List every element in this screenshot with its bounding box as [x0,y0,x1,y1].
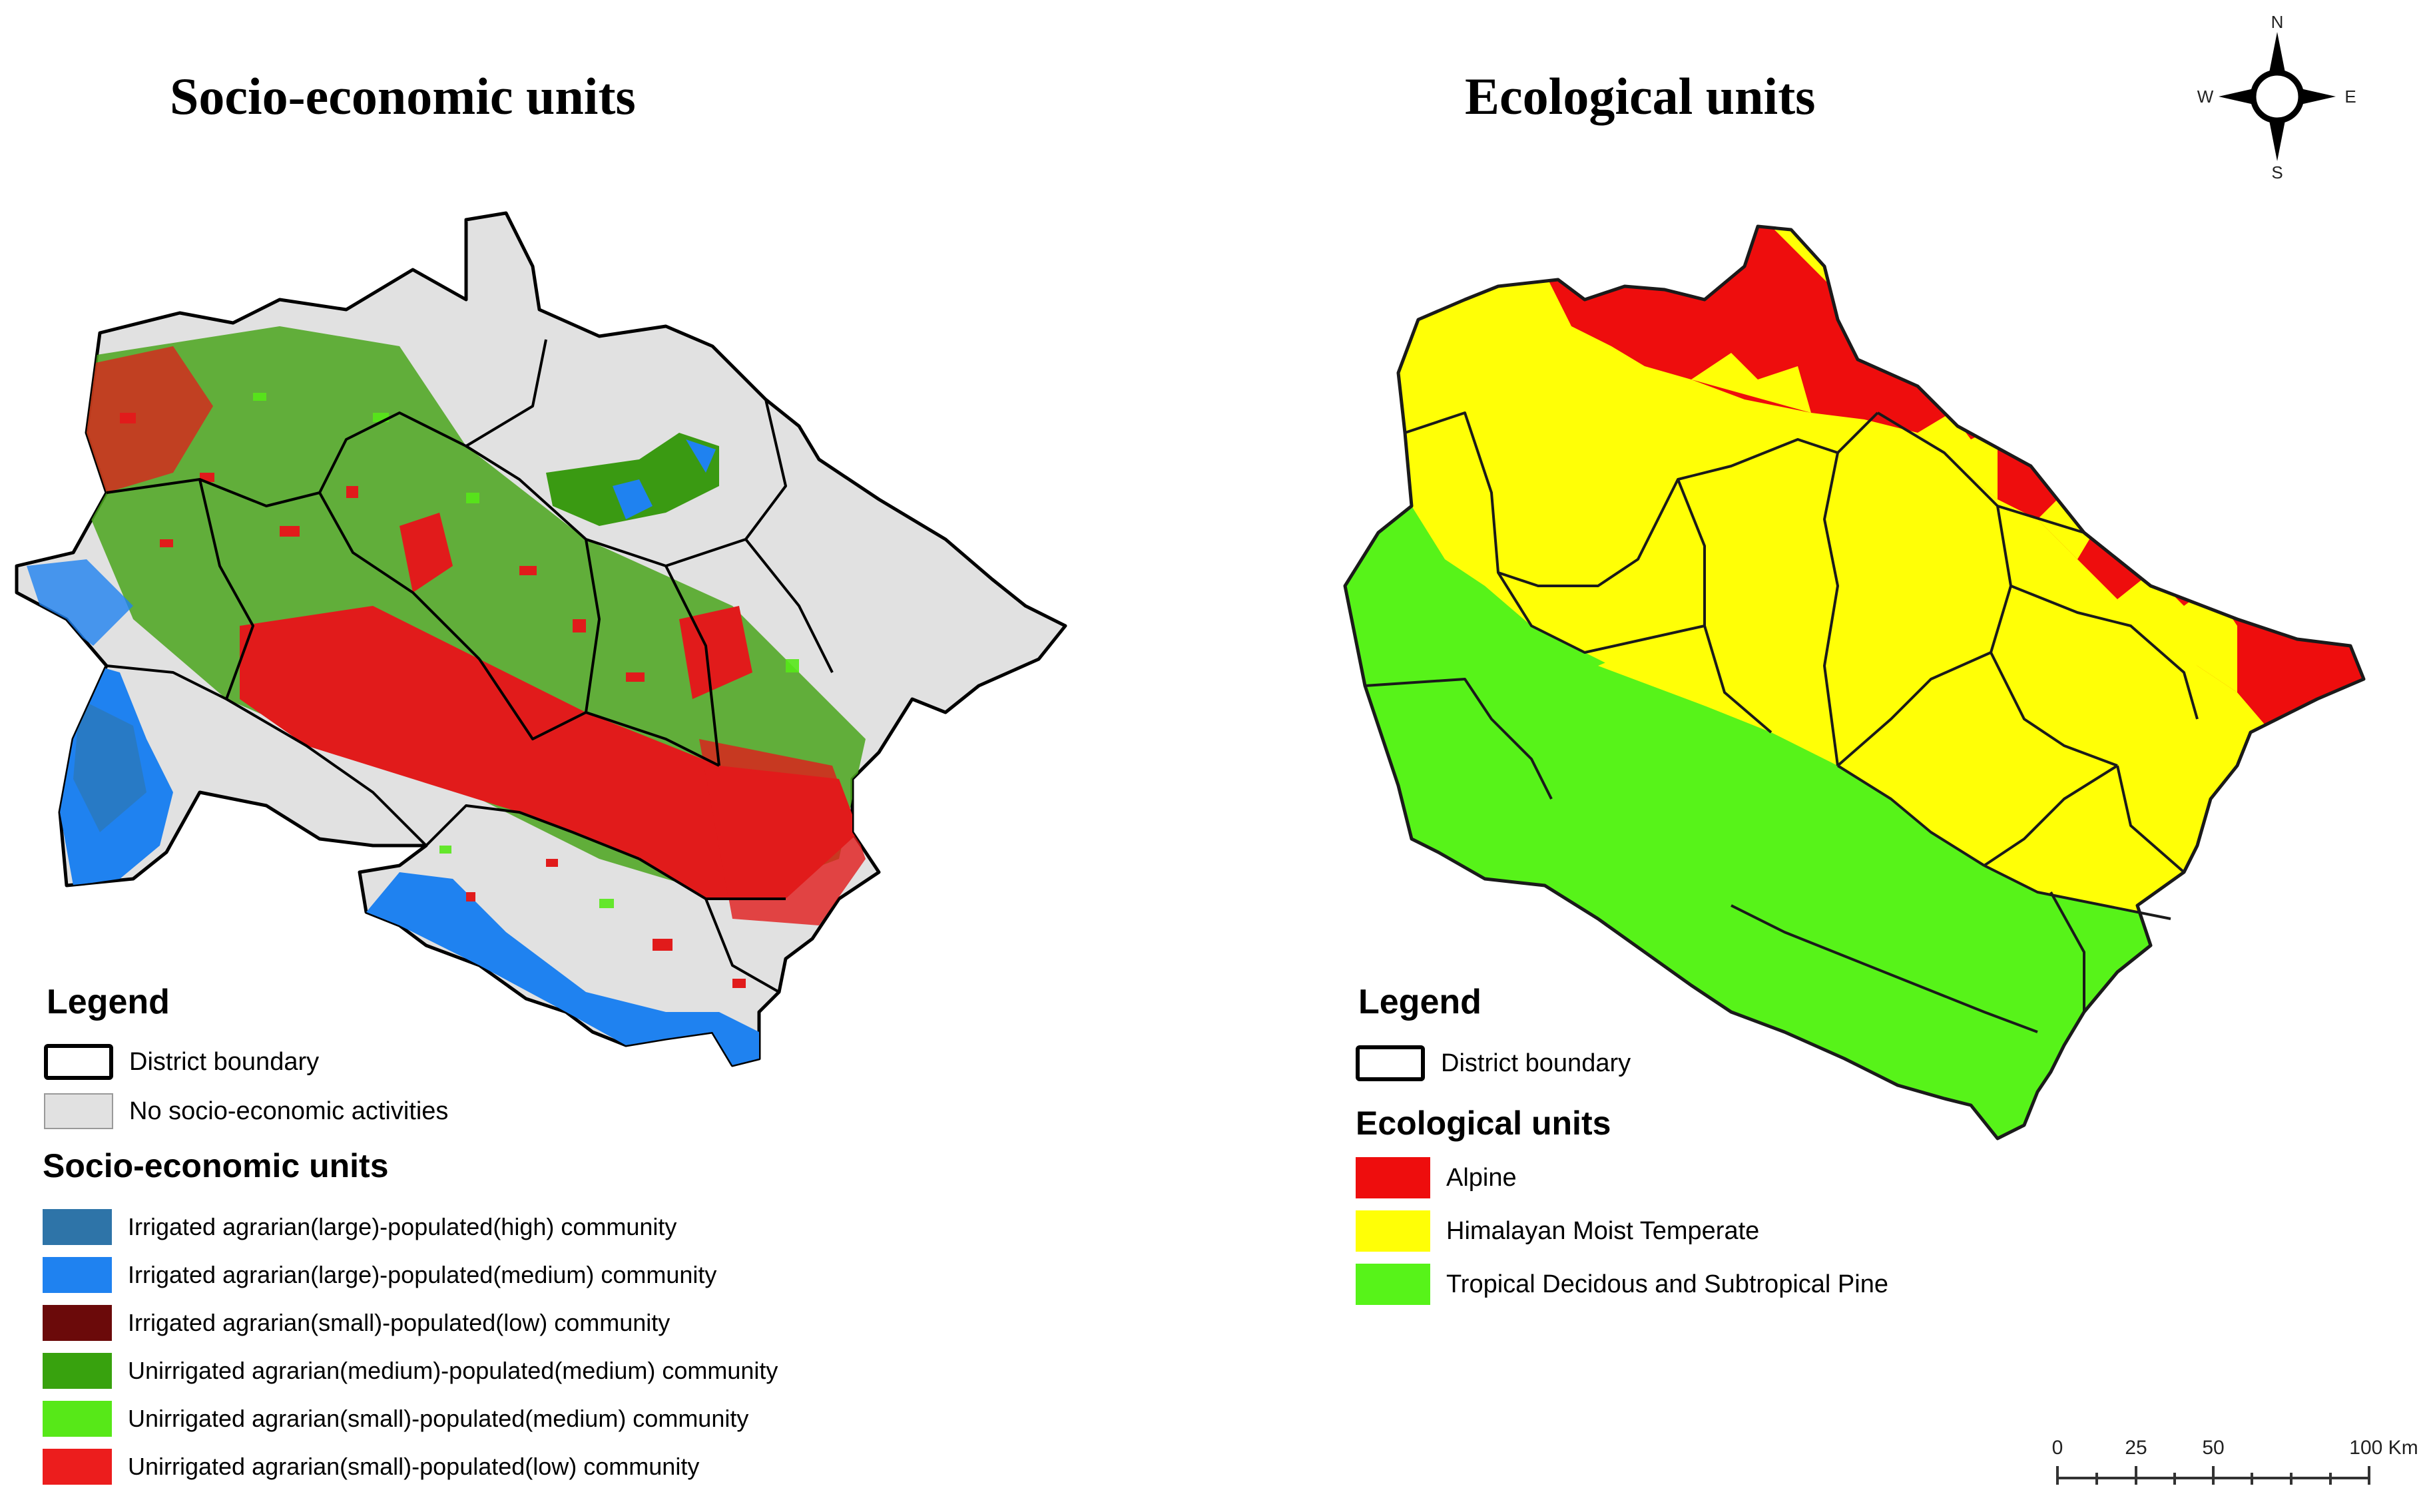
right-units-title: Ecological units [1356,1105,1611,1142]
left-legend-no-activities: No socio-economic activities [44,1093,448,1129]
scale-bar: 0 25 50 100 Km [2052,1437,2418,1485]
unit-swatch [43,1401,112,1437]
legend-label: Irrigated agrarian(small)-populated(low)… [128,1309,671,1336]
right-unit-row: Tropical Decidous and Subtropical Pine [1356,1264,1888,1305]
legend-label: Tropical Decidous and Subtropical Pine [1446,1270,1888,1298]
right-legend-district-boundary: District boundary [1356,1045,1631,1081]
socio-economic-map [15,211,1067,1067]
scale-tick-label: 100 Km [2349,1437,2418,1459]
legend-label: No socio-economic activities [129,1097,449,1125]
legend-label: Irrigated agrarian(large)-populated(medi… [128,1261,717,1288]
left-unit-row: Unirrigated agrarian(small)-populated(me… [43,1401,748,1437]
legend-label: District boundary [1441,1049,1631,1077]
left-legend-title: Legend [47,983,170,1021]
legend-label: District boundary [129,1047,320,1076]
legend-label: Unirrigated agrarian(medium)-populated(m… [128,1357,778,1384]
unit-swatch [1356,1210,1430,1252]
right-unit-row: Himalayan Moist Temperate [1356,1210,1759,1252]
district-boundary-swatch [1356,1045,1425,1081]
right-legend-title: Legend [1358,983,1482,1021]
left-unit-row: Irrigated agrarian(large)-populated(high… [43,1209,676,1245]
left-unit-row: Unirrigated agrarian(medium)-populated(m… [43,1353,778,1389]
compass-west-label: W [2197,87,2214,107]
legend-label: Unirrigated agrarian(small)-populated(lo… [128,1453,700,1480]
left-unit-row: Unirrigated agrarian(small)-populated(lo… [43,1449,699,1485]
ecological-map [1332,213,2397,1178]
compass-south-label: S [2271,162,2283,180]
scale-tick-label: 25 [2125,1437,2147,1459]
ecological-map-title: Ecological units [1465,67,1816,125]
compass-east-label: E [2344,87,2356,107]
socio-economic-map-title: Socio-economic units [170,67,636,125]
north-arrow-icon: N S W E [2197,13,2356,180]
unit-swatch [43,1209,112,1245]
left-units-title: Socio-economic units [43,1147,389,1184]
unit-swatch [1356,1264,1430,1305]
district-boundary-swatch [44,1044,113,1080]
compass-north-label: N [2271,13,2284,32]
left-legend-district-boundary: District boundary [44,1044,319,1080]
left-unit-row: Irrigated agrarian(large)-populated(medi… [43,1257,716,1293]
legend-label: Unirrigated agrarian(small)-populated(me… [128,1405,749,1432]
scale-tick-label: 50 [2202,1437,2224,1459]
right-unit-row: Alpine [1356,1157,1517,1198]
unit-swatch [43,1257,112,1293]
legend-label: Alpine [1446,1163,1517,1192]
unit-swatch [1356,1157,1430,1198]
legend-label: Irrigated agrarian(large)-populated(high… [128,1213,677,1240]
unit-swatch [43,1449,112,1485]
left-unit-row: Irrigated agrarian(small)-populated(low)… [43,1305,670,1341]
unit-swatch [43,1305,112,1341]
legend-label: Himalayan Moist Temperate [1446,1216,1760,1245]
scale-tick-label: 0 [2052,1437,2063,1459]
no-activity-swatch [44,1093,113,1129]
unit-swatch [43,1353,112,1389]
